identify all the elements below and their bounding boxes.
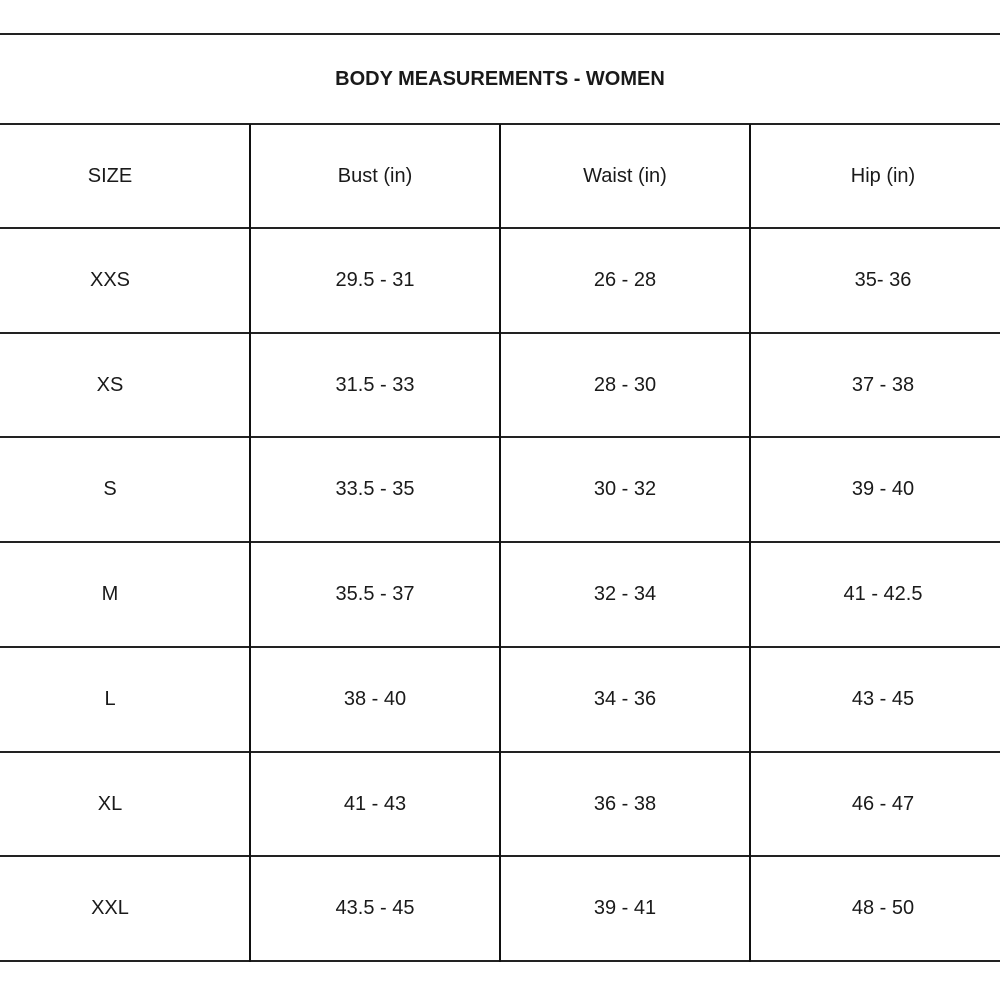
table-row: L 38 - 40 34 - 36 43 - 45 <box>0 647 1000 752</box>
table-row: S 33.5 - 35 30 - 32 39 - 40 <box>0 437 1000 542</box>
cell-size: XL <box>97 792 123 815</box>
table-row: XS 31.5 - 33 28 - 30 37 - 38 <box>0 333 1000 438</box>
cell-bust: 31.5 - 33 <box>335 373 415 396</box>
cell-hip: 46 - 47 <box>851 792 915 815</box>
table-title: BODY MEASUREMENTS - WOMEN <box>335 67 665 90</box>
cell-hip: 43 - 45 <box>851 687 915 710</box>
cell-bust: 33.5 - 35 <box>335 477 415 500</box>
cell-size: XXL <box>91 896 129 919</box>
cell-bust: 38 - 40 <box>343 687 407 710</box>
cell-waist: 28 - 30 <box>593 373 657 396</box>
table-row: M 35.5 - 37 32 - 34 41 - 42.5 <box>0 542 1000 647</box>
cell-waist: 30 - 32 <box>593 477 657 500</box>
cell-size: XXS <box>89 268 131 291</box>
cell-waist: 34 - 36 <box>593 687 657 710</box>
cell-waist: 26 - 28 <box>593 268 657 291</box>
cell-size: M <box>101 582 119 605</box>
cell-bust: 35.5 - 37 <box>335 582 415 605</box>
cell-waist: 32 - 34 <box>593 582 657 605</box>
header-row: SIZE Bust (in) Waist (in) Hip (in) <box>0 124 1000 229</box>
table-row: XXL 43.5 - 45 39 - 41 48 - 50 <box>0 856 1000 961</box>
cell-hip: 39 - 40 <box>851 477 915 500</box>
cell-size: XS <box>96 373 124 396</box>
cell-bust: 41 - 43 <box>343 792 407 815</box>
header-waist: Waist (in) <box>583 164 667 187</box>
column-divider <box>499 124 501 962</box>
table-divider <box>0 33 1000 35</box>
cell-hip: 48 - 50 <box>851 896 915 919</box>
cell-size: L <box>104 687 116 710</box>
cell-bust: 29.5 - 31 <box>335 268 415 291</box>
column-divider <box>749 124 751 962</box>
cell-waist: 39 - 41 <box>593 896 657 919</box>
header-bust: Bust (in) <box>337 164 413 187</box>
table-row: XL 41 - 43 36 - 38 46 - 47 <box>0 752 1000 857</box>
cell-size: S <box>103 477 117 500</box>
header-size: SIZE <box>87 164 133 187</box>
cell-bust: 43.5 - 45 <box>335 896 415 919</box>
cell-hip: 41 - 42.5 <box>843 582 923 605</box>
cell-hip: 35- 36 <box>854 268 912 291</box>
column-divider <box>249 124 251 962</box>
cell-hip: 37 - 38 <box>851 373 915 396</box>
table-row: XXS 29.5 - 31 26 - 28 35- 36 <box>0 228 1000 333</box>
header-hip: Hip (in) <box>850 164 916 187</box>
cell-waist: 36 - 38 <box>593 792 657 815</box>
